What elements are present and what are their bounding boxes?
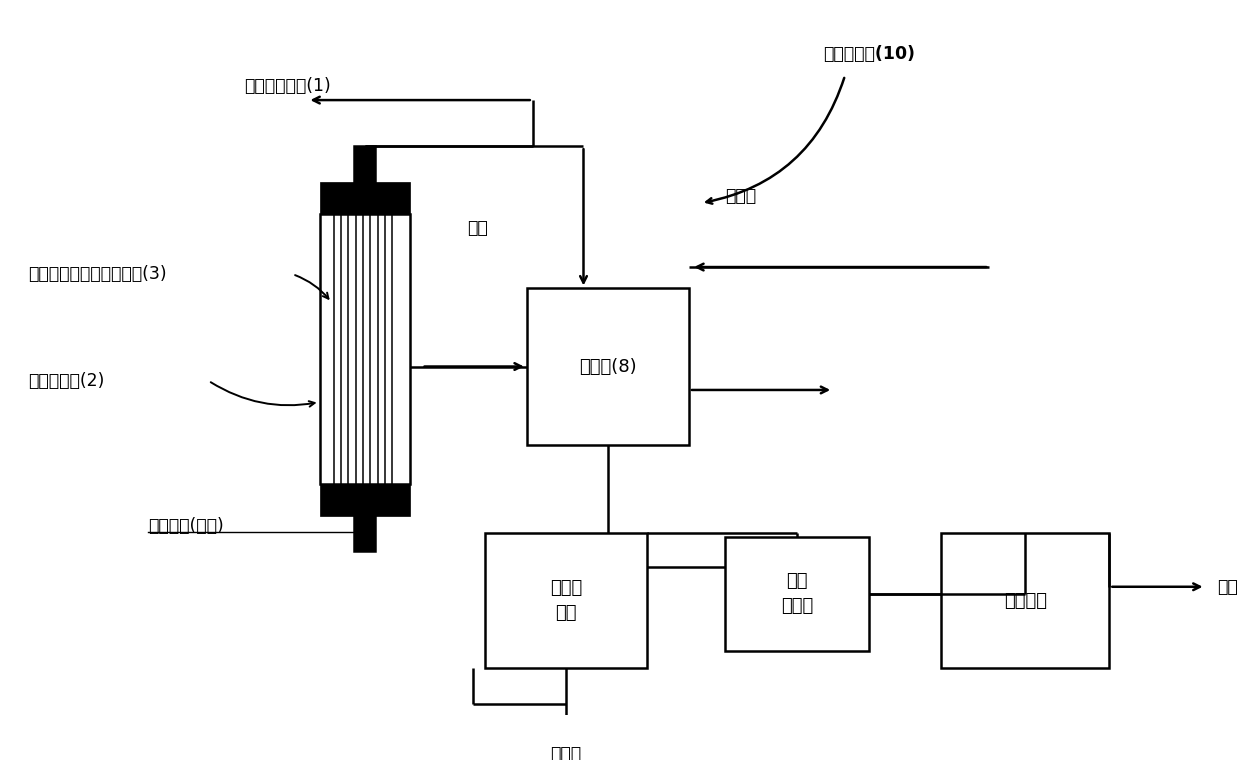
Text: 冷凝器(8): 冷凝器(8) (579, 357, 636, 375)
Text: 疏水性多孔质中空纤维膜(3): 疏水性多孔质中空纤维膜(3) (29, 265, 167, 283)
Text: 膜蒸馏装置(10): 膜蒸馏装置(10) (823, 45, 915, 63)
Bar (485, 534, 647, 669)
Bar (527, 288, 689, 445)
Text: 膜蒸馏用组件(1): 膜蒸馏用组件(1) (244, 77, 331, 95)
Bar (353, 516, 376, 551)
Text: 排气: 排气 (1218, 578, 1239, 596)
Bar (353, 146, 376, 182)
Bar (320, 214, 409, 484)
Text: 冷却水: 冷却水 (725, 187, 756, 205)
Text: 透过水: 透过水 (551, 745, 582, 760)
Text: 被处理水(原水): 被处理水(原水) (149, 518, 224, 535)
Text: 透过水
容器: 透过水 容器 (549, 579, 582, 622)
Bar (941, 534, 1110, 669)
Bar (320, 182, 409, 214)
Text: 压力
调节器: 压力 调节器 (781, 572, 813, 616)
Text: 圆筒型容器(2): 圆筒型容器(2) (29, 372, 104, 390)
Text: 蒸气: 蒸气 (466, 219, 487, 237)
Bar (725, 537, 869, 651)
Bar (320, 484, 409, 516)
Text: 减压装置: 减压装置 (1003, 592, 1047, 610)
